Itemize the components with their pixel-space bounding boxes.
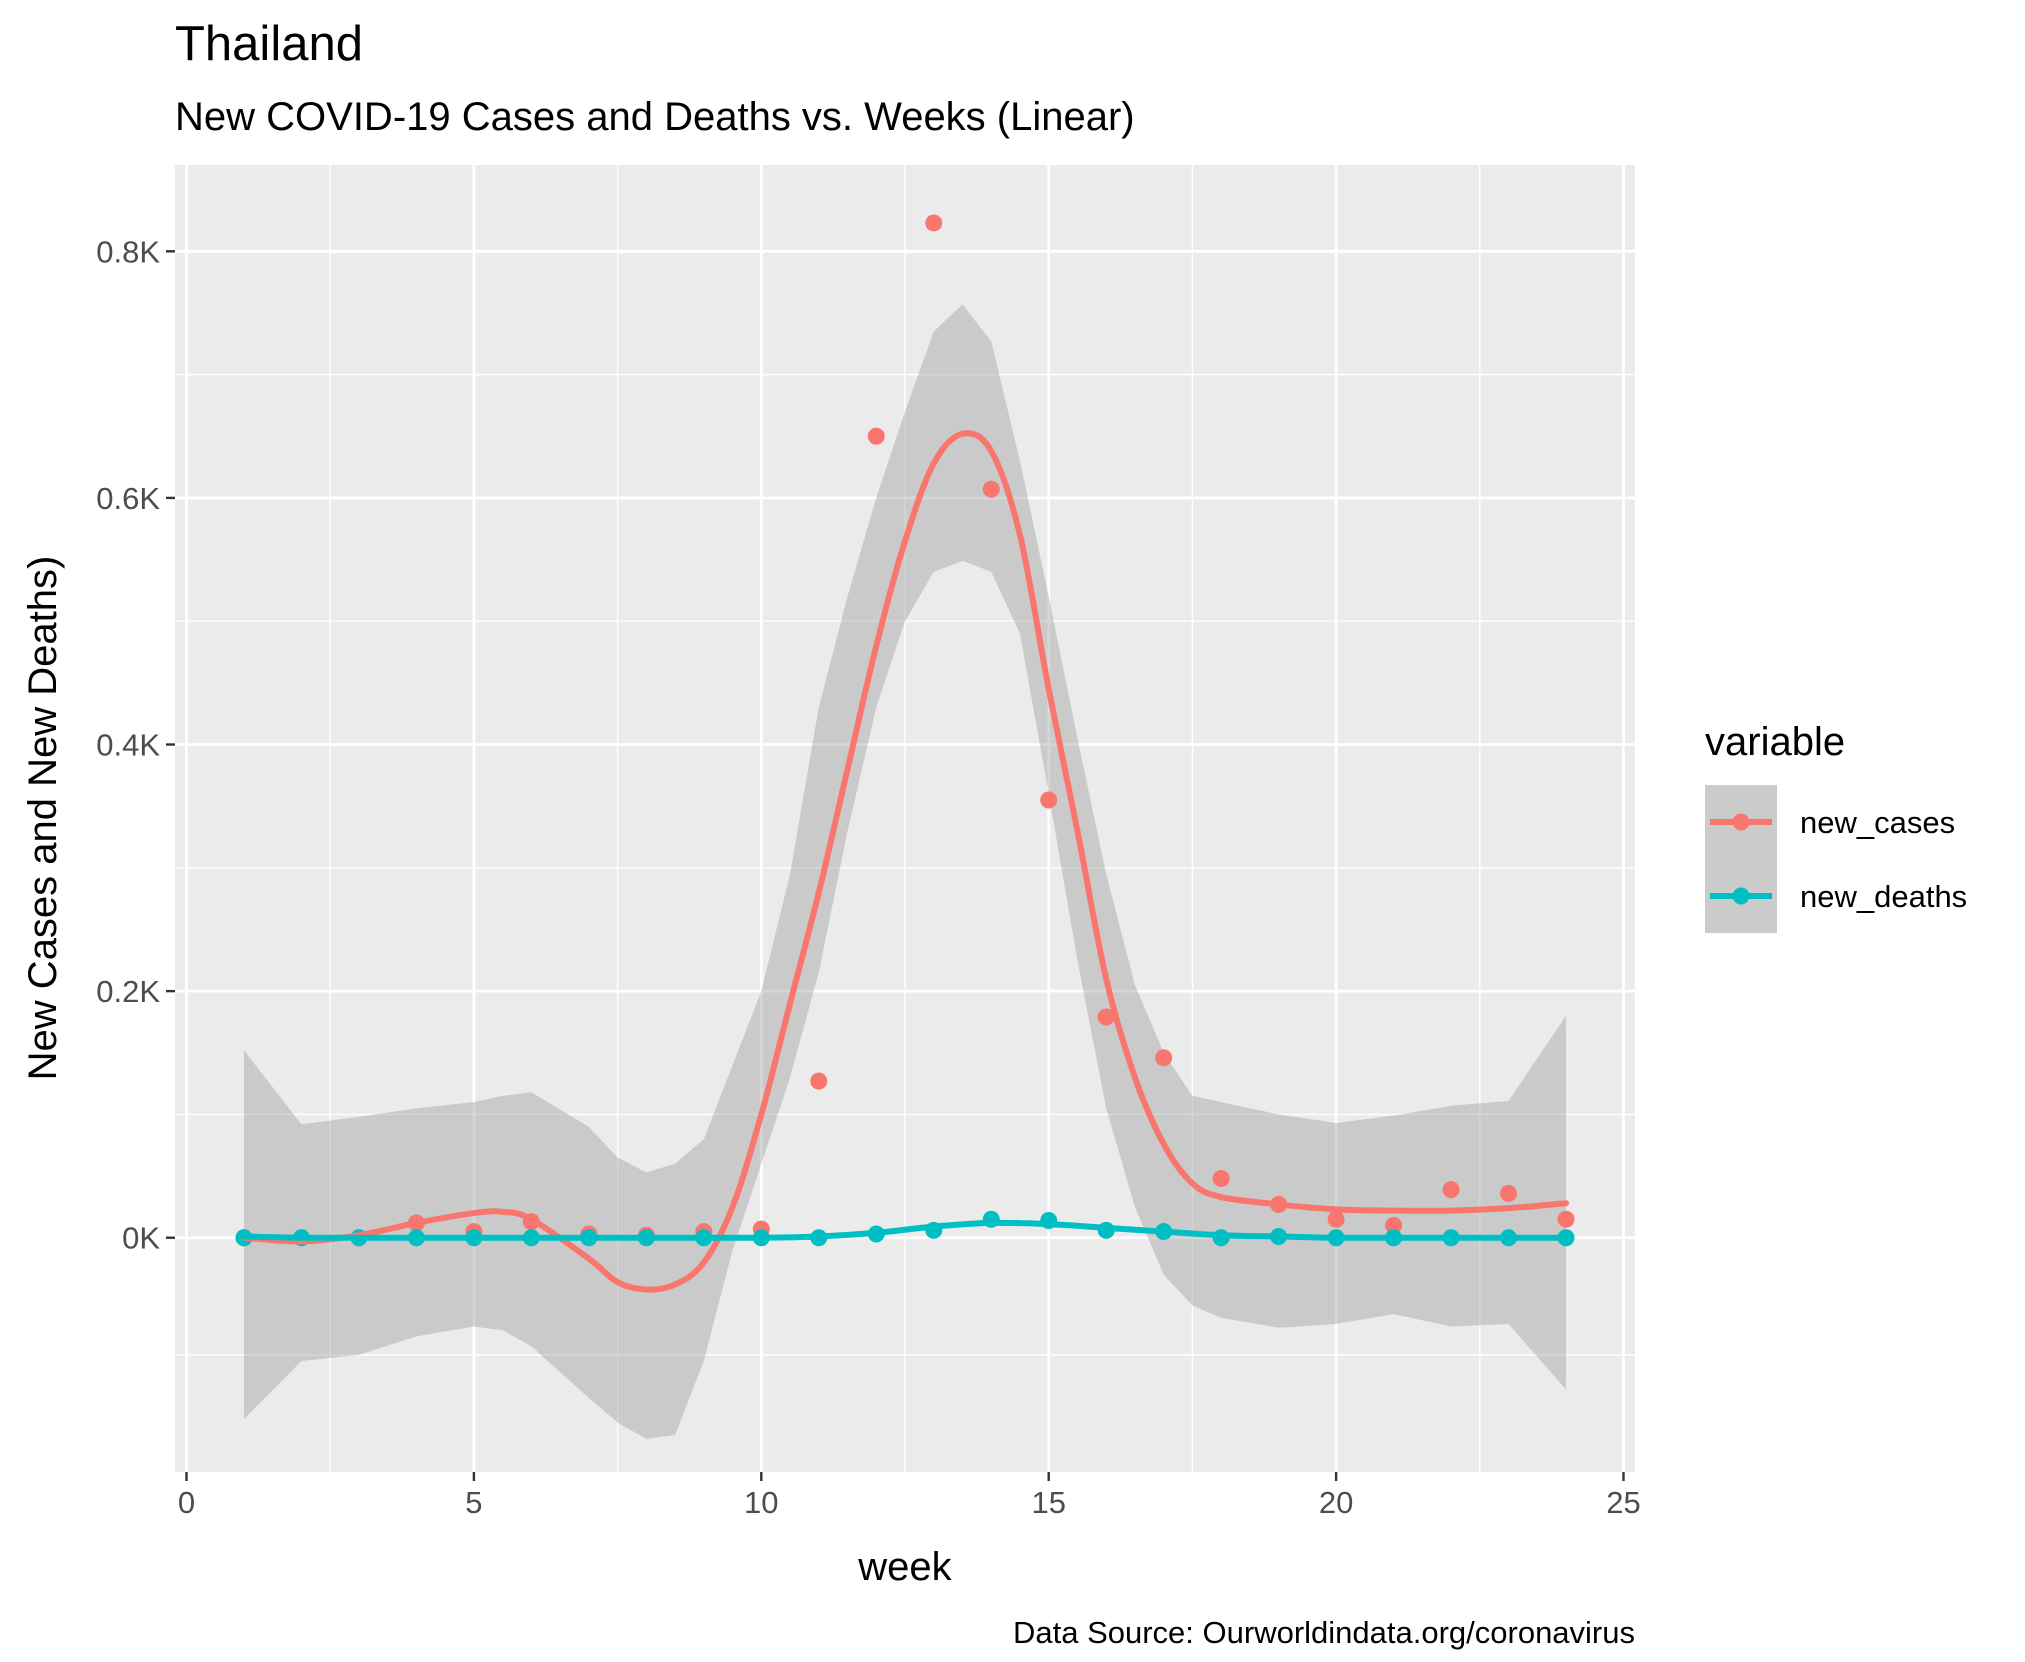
y-tick-label: 0.2K [96, 974, 160, 1009]
smooth-line-new_deaths [240, 1219, 1570, 1241]
point-new_cases [1155, 1049, 1173, 1067]
y-tick-label: 0.8K [96, 234, 160, 269]
y-tick-label: 0K [122, 1221, 160, 1256]
point-new_cases [1557, 1210, 1575, 1228]
point-new_cases [867, 427, 885, 445]
grid-major [175, 165, 1635, 1472]
x-tick-label: 10 [744, 1485, 778, 1520]
point-new_cases [1442, 1181, 1460, 1199]
point-new_cases [1040, 791, 1058, 809]
x-tick-label: 20 [1319, 1485, 1353, 1520]
x-tick-label: 5 [465, 1485, 482, 1520]
smooth-lines [240, 430, 1570, 1293]
x-tick-label: 15 [1031, 1485, 1065, 1520]
legend-title: variable [1705, 720, 1845, 764]
point-new_cases [925, 214, 943, 232]
x-tick-label: 25 [1606, 1485, 1640, 1520]
point-new_cases [982, 480, 1000, 498]
legend-key-background [1705, 785, 1777, 933]
point-new_cases [1500, 1184, 1518, 1202]
point-new_cases [810, 1072, 828, 1090]
chart-caption: Data Source: Ourworldindata.org/coronavi… [1013, 1615, 1635, 1650]
legend-key-point-new_cases [1732, 813, 1750, 831]
x-axis-title: week [857, 1545, 952, 1589]
legend-label-new_deaths: new_deaths [1800, 879, 1967, 914]
point-new_cases [1212, 1170, 1230, 1188]
point-new_cases [1097, 1008, 1115, 1026]
x-axis: 0 5 10 15 20 25 [178, 1472, 1641, 1520]
y-tick-label: 0.6K [96, 481, 160, 516]
legend: variable new_cases new_deaths [1705, 720, 1967, 933]
chart-title: Thailand [175, 17, 363, 71]
x-tick-label: 0 [178, 1485, 195, 1520]
y-tick-label: 0.4K [96, 728, 160, 763]
point-new_cases [1385, 1216, 1403, 1234]
legend-key-point-new_deaths [1732, 887, 1750, 905]
grid-minor [175, 165, 1635, 1472]
y-axis-title: New Cases and New Deaths) [21, 556, 65, 1081]
y-axis: 0K 0.2K 0.4K 0.6K 0.8K [96, 234, 175, 1256]
legend-label-new_cases: new_cases [1800, 805, 1955, 840]
ribbon-new_cases [243, 304, 1567, 1439]
chart-subtitle: New COVID-19 Cases and Deaths vs. Weeks … [175, 95, 1135, 139]
confidence-ribbons [243, 304, 1567, 1439]
point-new_cases [1327, 1210, 1345, 1228]
